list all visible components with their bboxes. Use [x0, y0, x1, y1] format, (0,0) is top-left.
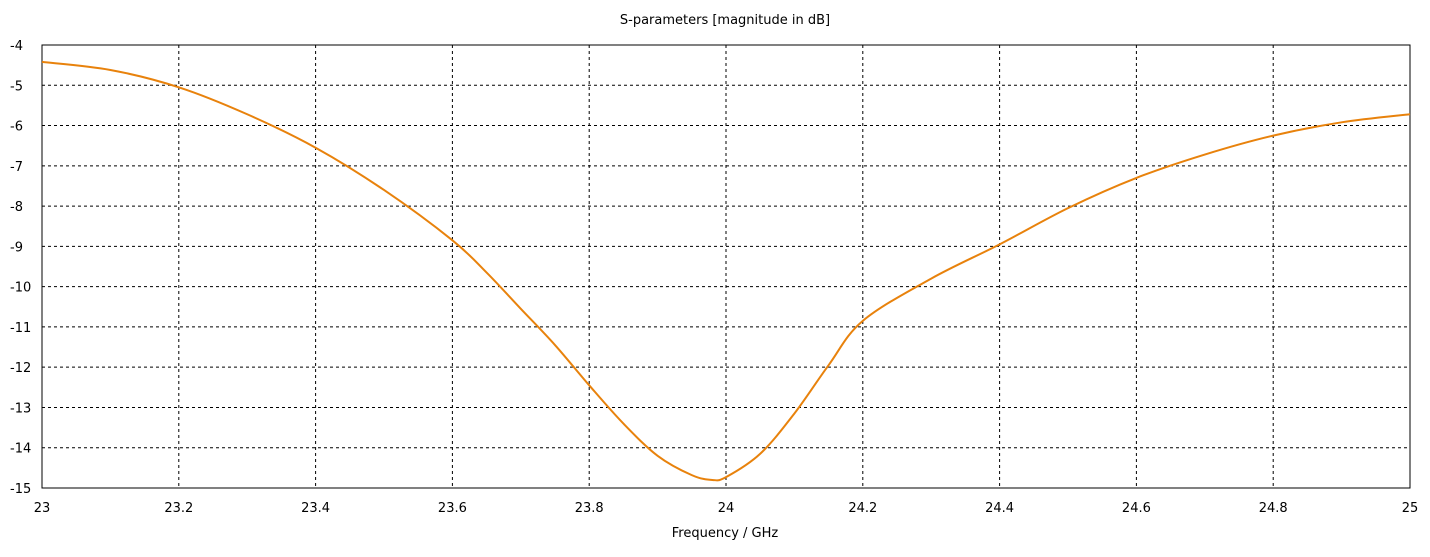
y-tick-label: -9 — [10, 240, 23, 255]
y-tick-label: -4 — [10, 39, 23, 54]
y-tick-label: -5 — [10, 79, 23, 94]
x-tick-label: 23.8 — [575, 501, 604, 516]
y-tick-label: -8 — [10, 200, 23, 215]
x-tick-label: 25 — [1402, 501, 1419, 516]
x-tick-labels: 23 23.2 23.4 23.6 23.8 24 24.2 24.4 24.6 24.8 25 — [34, 501, 1419, 516]
axes — [41, 44, 1411, 489]
series-line-0 — [41, 60, 1411, 482]
y-tick-labels: -4 -5 -6 -7 -8 -9 -10 -11 -12 -13 -14 -15 — [10, 39, 31, 497]
y-tick-label: -15 — [10, 482, 31, 497]
y-tick-label: -13 — [10, 401, 31, 416]
plot-frame — [41, 44, 1411, 489]
x-axis-label: Frequency / GHz — [672, 526, 779, 541]
x-tick-label: 24 — [718, 501, 735, 516]
y-tick-label: -11 — [10, 321, 31, 336]
x-tick-label: 23.2 — [164, 501, 193, 516]
x-tick-label: 24.6 — [1122, 501, 1151, 516]
series-layer — [41, 60, 1411, 482]
x-tick-label: 24.8 — [1259, 501, 1288, 516]
grid-lines — [42, 45, 1410, 488]
y-tick-label: -6 — [10, 120, 23, 135]
y-tick-label: -14 — [10, 442, 31, 457]
y-tick-label: -12 — [10, 361, 31, 376]
x-tick-label: 24.4 — [985, 501, 1014, 516]
y-tick-label: -7 — [10, 160, 23, 175]
y-tick-label: -10 — [10, 281, 31, 296]
x-tick-label: 23.4 — [301, 501, 330, 516]
x-tick-label: 23.6 — [438, 501, 467, 516]
chart-title: S-parameters [magnitude in dB] — [620, 13, 830, 28]
x-tick-label: 24.2 — [848, 501, 877, 516]
x-tick-label: 23 — [34, 501, 51, 516]
